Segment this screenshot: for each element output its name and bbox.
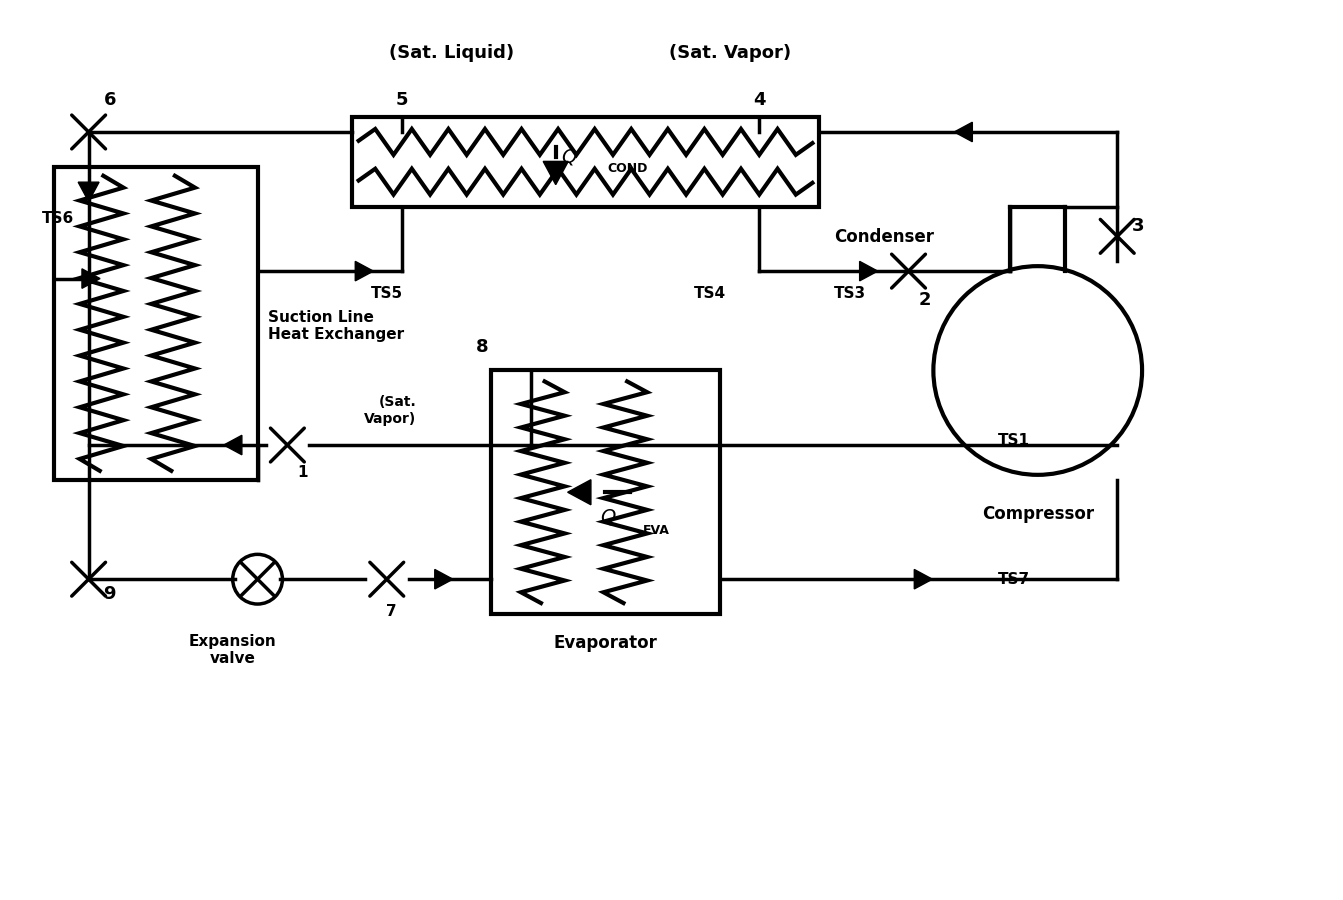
Polygon shape — [435, 570, 453, 589]
Text: COND: COND — [607, 162, 647, 176]
Text: 7: 7 — [387, 604, 398, 619]
Text: 4: 4 — [753, 91, 766, 109]
Text: 5: 5 — [395, 91, 408, 109]
Text: (Sat. Liquid): (Sat. Liquid) — [389, 44, 514, 62]
Text: $Q$: $Q$ — [560, 147, 577, 166]
Text: TS5: TS5 — [371, 286, 403, 301]
Text: (Sat. Vapor): (Sat. Vapor) — [669, 44, 791, 62]
Polygon shape — [568, 480, 591, 505]
Bar — [352, 117, 819, 206]
Text: Compressor: Compressor — [982, 505, 1093, 523]
Polygon shape — [356, 261, 373, 281]
Text: 3: 3 — [1132, 218, 1144, 236]
Text: $Q$: $Q$ — [600, 507, 616, 527]
Text: TS4: TS4 — [694, 286, 725, 301]
Text: TS3: TS3 — [834, 286, 866, 301]
Polygon shape — [543, 161, 568, 184]
Text: Suction Line
Heat Exchanger: Suction Line Heat Exchanger — [267, 310, 404, 342]
Text: Expansion
valve: Expansion valve — [189, 634, 277, 666]
Text: TS7: TS7 — [998, 572, 1030, 587]
Bar — [492, 371, 720, 614]
Text: 1: 1 — [297, 465, 308, 480]
Text: 2: 2 — [919, 291, 931, 309]
Text: TS6: TS6 — [42, 211, 74, 226]
Text: 9: 9 — [103, 585, 115, 603]
Text: EVA: EVA — [643, 524, 670, 536]
Polygon shape — [860, 261, 878, 281]
Polygon shape — [915, 570, 932, 589]
Text: Evaporator: Evaporator — [553, 634, 657, 652]
Polygon shape — [955, 122, 972, 141]
Text: (Sat.
Vapor): (Sat. Vapor) — [364, 395, 416, 426]
Polygon shape — [224, 436, 242, 454]
Text: TS1: TS1 — [998, 433, 1030, 447]
Text: 6: 6 — [103, 91, 115, 109]
Text: 8: 8 — [477, 338, 489, 356]
Polygon shape — [82, 269, 99, 288]
Bar — [54, 166, 258, 480]
Text: Condenser: Condenser — [834, 229, 933, 247]
Polygon shape — [78, 182, 99, 202]
